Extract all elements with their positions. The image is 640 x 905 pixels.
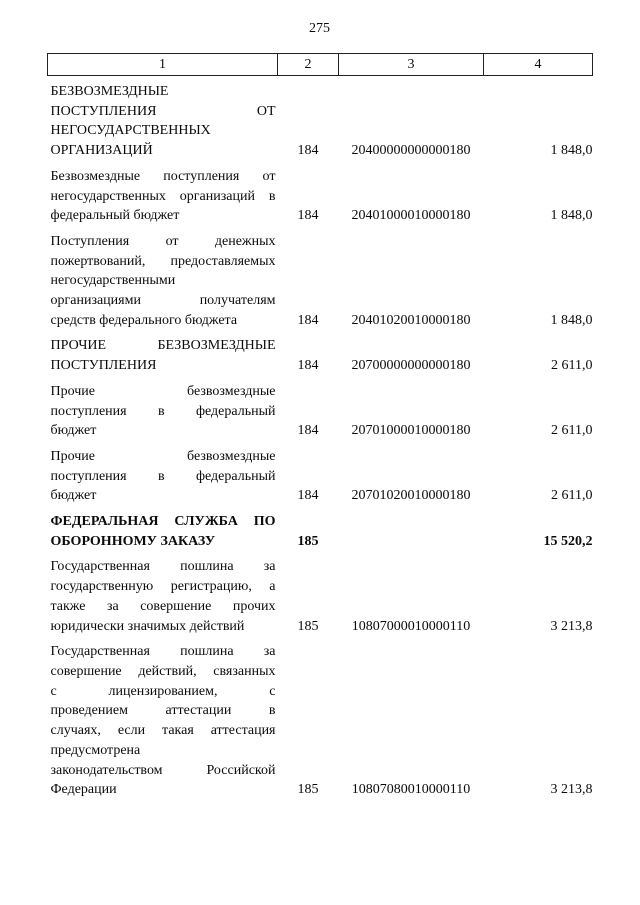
row-admin-code: 185 [297, 533, 319, 549]
row-name: ПРОЧИЕ БЕЗВОЗМЕЗДНЫЕ ПОСТУПЛЕНИЯ [50, 338, 276, 374]
row-name: ФЕДЕРАЛЬНАЯ СЛУЖБА ПО ОБОРОННОМУ ЗАКАЗУ [50, 514, 276, 549]
row-admin-code: 184 [297, 358, 319, 374]
row-amount: 2 611,0 [551, 488, 593, 504]
column-header-4: 4 [483, 53, 593, 76]
table-row: Безвозмездные поступления от негосударств… [48, 161, 593, 226]
column-header-3: 3 [338, 53, 484, 76]
row-admin-code: 185 [297, 618, 319, 634]
table-row: БЕЗВОЗМЕЗДНЫЕ ПОСТУПЛЕНИЯ ОТ НЕГОСУДАРСТВЕ… [48, 76, 593, 161]
row-name: Государственная пошлина за совершение дей… [50, 644, 276, 798]
row-name-cell: Государственная пошлина за государственну… [48, 551, 278, 636]
row-admin-code: 184 [297, 312, 319, 328]
row-name: Безвозмездные поступления от негосударств… [50, 168, 276, 224]
row-amount: 1 848,0 [550, 143, 593, 159]
table-row: ПРОЧИЕ БЕЗВОЗМЕЗДНЫЕ ПОСТУПЛЕНИЯ 184 2070… [48, 330, 593, 375]
budget-table: 1 2 3 4 БЕЗВОЗМЕЗДНЫЕ ПОСТУПЛЕНИЯ ОТ НЕГОС… [47, 53, 593, 800]
row-budget-code: 20701020010000180 [351, 488, 471, 504]
row-admin-code: 184 [297, 208, 319, 224]
table-row: Поступления от денежных пожертвований, пр… [48, 226, 593, 331]
row-name-cell: ПРОЧИЕ БЕЗВОЗМЕЗДНЫЕ ПОСТУПЛЕНИЯ [48, 330, 278, 375]
row-budget-code: 20400000000000180 [351, 143, 471, 159]
row-budget-code: 10807000010000110 [351, 618, 471, 634]
row-admin-code: 184 [297, 488, 319, 504]
row-amount: 3 213,8 [550, 618, 593, 634]
row-name-cell: Безвозмездные поступления от негосударств… [48, 161, 278, 226]
row-admin-code: 184 [297, 143, 319, 159]
row-name-cell: ФЕДЕРАЛЬНАЯ СЛУЖБА ПО ОБОРОННОМУ ЗАКАЗУ [48, 506, 278, 551]
table-row: Государственная пошлина за государственну… [48, 551, 593, 636]
row-amount: 2 611,0 [551, 423, 593, 439]
row-budget-code: 20401000010000180 [351, 208, 471, 224]
column-header-2: 2 [277, 53, 339, 76]
row-name: Поступления от денежных пожертвований, пр… [50, 233, 276, 328]
row-name-cell: Прочие безвозмездные поступления в федера… [48, 441, 278, 506]
row-name: БЕЗВОЗМЕЗДНЫЕ ПОСТУПЛЕНИЯ ОТ НЕГОСУДАРСТВЕ… [50, 84, 276, 159]
row-budget-code: 20700000000000180 [351, 358, 471, 374]
table-row: Прочие безвозмездные поступления в федера… [48, 376, 593, 441]
column-header-1: 1 [47, 53, 278, 76]
row-name-cell: Государственная пошлина за совершение дей… [48, 636, 278, 800]
row-name: Прочие безвозмездные поступления в федера… [50, 448, 276, 504]
row-admin-code: 184 [297, 423, 319, 439]
page-number: 275 [309, 21, 330, 36]
table-header: 1 2 3 4 [47, 53, 593, 76]
row-budget-code: 20701000010000180 [351, 423, 471, 439]
row-name-cell: Поступления от денежных пожертвований, пр… [48, 226, 278, 331]
row-amount: 2 611,0 [551, 358, 593, 374]
row-amount: 15 520,2 [543, 533, 593, 549]
row-budget-code: 10807080010000110 [351, 782, 471, 798]
row-budget-code [339, 506, 484, 551]
table-row: Прочие безвозмездные поступления в федера… [48, 441, 593, 506]
row-amount: 1 848,0 [550, 312, 593, 328]
row-amount: 1 848,0 [550, 208, 593, 224]
row-name-cell: Прочие безвозмездные поступления в федера… [48, 376, 278, 441]
row-name: Государственная пошлина за государственну… [50, 559, 276, 634]
row-admin-code: 185 [297, 782, 319, 798]
table-header-row: 1 2 3 4 [47, 53, 593, 76]
table-row: ФЕДЕРАЛЬНАЯ СЛУЖБА ПО ОБОРОННОМУ ЗАКАЗУ 1… [48, 506, 593, 551]
table-body: БЕЗВОЗМЕЗДНЫЕ ПОСТУПЛЕНИЯ ОТ НЕГОСУДАРСТВЕ… [48, 76, 593, 800]
row-name: Прочие безвозмездные поступления в федера… [50, 383, 276, 439]
row-amount: 3 213,8 [550, 782, 593, 798]
row-name-cell: БЕЗВОЗМЕЗДНЫЕ ПОСТУПЛЕНИЯ ОТ НЕГОСУДАРСТВЕ… [48, 76, 278, 161]
table-row: Государственная пошлина за совершение дей… [48, 636, 593, 800]
row-budget-code: 20401020010000180 [351, 312, 471, 328]
